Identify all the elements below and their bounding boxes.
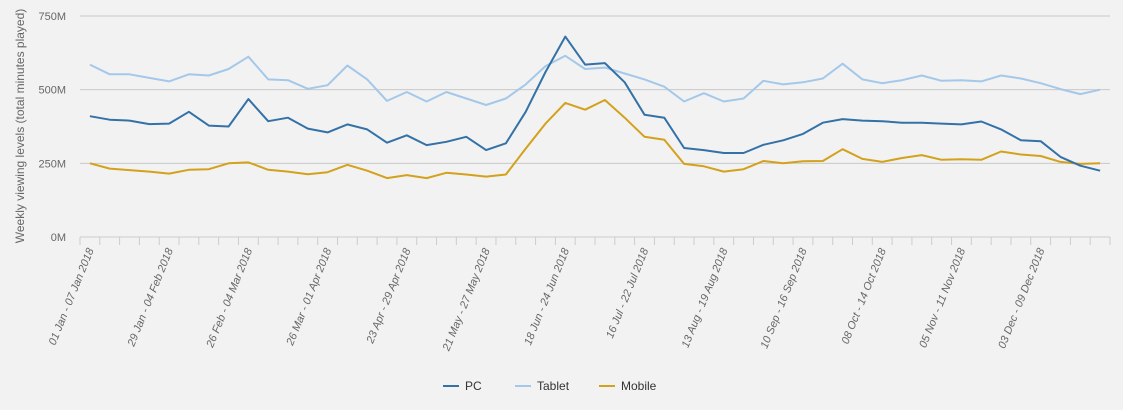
y-axis-label: Weekly viewing levels (total minutes pla… — [13, 9, 27, 244]
grid — [80, 15, 1110, 238]
legend-item-mobile[interactable]: Mobile — [621, 379, 657, 393]
x-tick-label: 26 Feb - 04 Mar 2018 — [204, 246, 255, 350]
series-lines — [89, 35, 1101, 180]
x-tick-label: 01 Jan - 07 Jan 2018 — [47, 246, 97, 347]
y-tick-label: 250M — [38, 158, 66, 170]
x-tick-label: 18 Jun - 24 Jun 2018 — [522, 246, 572, 347]
legend[interactable]: PC Tablet Mobile — [443, 379, 657, 393]
y-axis: 0M 250M 500M 750M — [38, 11, 66, 244]
y-tick-label: 500M — [38, 85, 66, 97]
series-line-pc[interactable] — [89, 35, 1101, 172]
x-tick-label: 03 Dec - 09 Dec 2018 — [996, 246, 1048, 351]
series-line-tablet[interactable] — [89, 54, 1101, 106]
x-tick-label: 26 Mar - 01 Apr 2018 — [284, 246, 335, 348]
x-tick-label: 10 Sep - 16 Sep 2018 — [759, 246, 811, 351]
x-tick-label: 13 Aug - 19 Aug 2018 — [680, 246, 731, 350]
series-line-mobile[interactable] — [89, 99, 1101, 180]
x-tick-label: 29 Jan - 04 Feb 2018 — [125, 246, 176, 349]
x-tick-label: 21 May - 27 May 2018 — [440, 246, 493, 354]
x-axis: 01 Jan - 07 Jan 2018 29 Jan - 04 Feb 2018… — [47, 237, 1111, 354]
x-tick-label: 08 Oct - 14 Oct 2018 — [840, 246, 890, 346]
legend-item-tablet[interactable]: Tablet — [537, 379, 570, 393]
y-tick-label: 750M — [38, 11, 66, 23]
x-tick-label: 05 Nov - 11 Nov 2018 — [917, 246, 968, 350]
y-tick-label: 0M — [51, 232, 66, 244]
x-tick-label: 23 Apr - 29 Apr 2018 — [364, 246, 414, 346]
legend-item-pc[interactable]: PC — [465, 379, 482, 393]
x-tick-label: 16 Jul - 22 Jul 2018 — [604, 246, 651, 340]
